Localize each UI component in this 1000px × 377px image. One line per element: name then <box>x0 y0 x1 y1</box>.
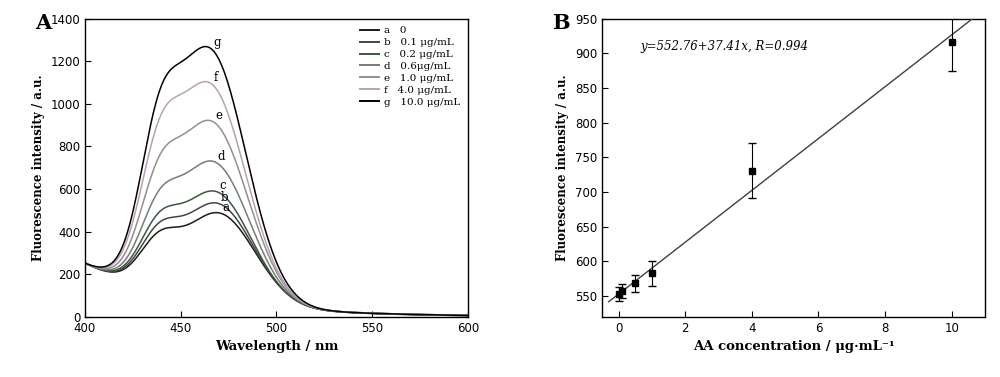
Text: c: c <box>219 179 226 193</box>
X-axis label: Wavelength / nm: Wavelength / nm <box>215 340 338 353</box>
Text: g: g <box>213 36 221 49</box>
Text: y=552.76+37.41x, R=0.994: y=552.76+37.41x, R=0.994 <box>640 40 808 53</box>
Y-axis label: Fluorescence intensity / a.u.: Fluorescence intensity / a.u. <box>32 74 45 261</box>
Text: a: a <box>223 201 230 214</box>
Legend: a   0, b   0.1 μg/mL, c   0.2 μg/mL, d   0.6μg/mL, e   1.0 μg/mL, f   4.0 μg/mL,: a 0, b 0.1 μg/mL, c 0.2 μg/mL, d 0.6μg/m… <box>356 22 465 111</box>
X-axis label: AA concentration / μg·mL⁻¹: AA concentration / μg·mL⁻¹ <box>693 340 894 353</box>
Text: b: b <box>221 191 229 204</box>
Text: f: f <box>213 71 218 84</box>
Text: d: d <box>217 150 225 163</box>
Text: A: A <box>35 13 51 33</box>
Y-axis label: Fluorescence intensity / a.u.: Fluorescence intensity / a.u. <box>556 74 569 261</box>
Text: e: e <box>215 109 222 122</box>
Text: B: B <box>552 13 570 33</box>
